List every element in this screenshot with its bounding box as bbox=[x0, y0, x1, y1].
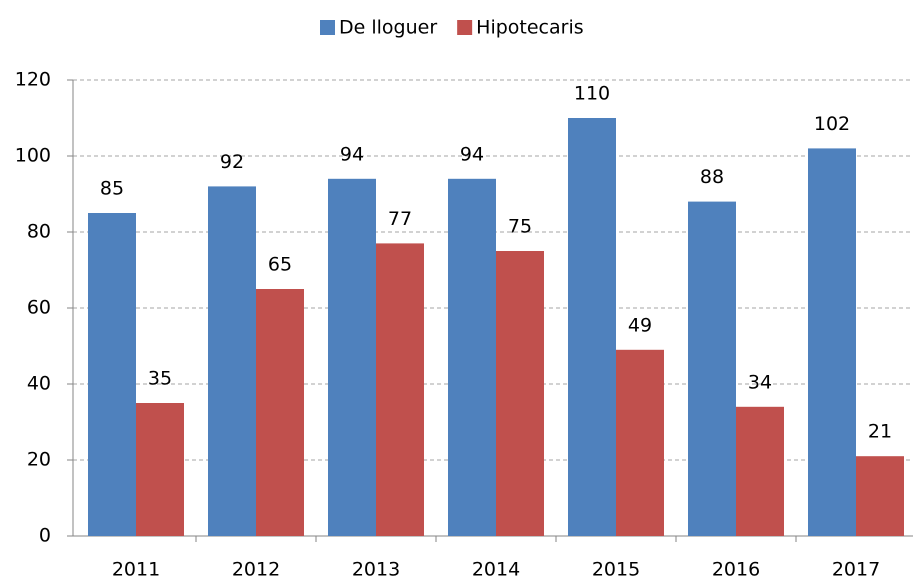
data-label: 102 bbox=[814, 113, 850, 135]
bar bbox=[568, 118, 616, 536]
data-label: 49 bbox=[628, 314, 652, 336]
data-label: 94 bbox=[340, 143, 364, 165]
bar bbox=[328, 178, 376, 537]
y-tick-label: 20 bbox=[27, 449, 51, 471]
x-tick-label: 2016 bbox=[712, 559, 760, 581]
legend-label: De lloguer bbox=[339, 17, 437, 39]
y-tick-label: 100 bbox=[15, 145, 51, 167]
y-tick-label: 80 bbox=[27, 221, 51, 243]
legend-label: Hipotecaris bbox=[476, 17, 583, 39]
bar bbox=[136, 403, 184, 536]
y-tick-label: 120 bbox=[15, 69, 51, 91]
data-label: 35 bbox=[148, 368, 172, 390]
x-tick-label: 2012 bbox=[232, 559, 280, 581]
data-label: 75 bbox=[508, 216, 532, 238]
bar bbox=[376, 243, 424, 536]
y-tick-label: 60 bbox=[27, 297, 51, 319]
bar bbox=[496, 251, 544, 536]
bar bbox=[208, 186, 256, 536]
bar bbox=[856, 456, 904, 536]
x-tick-label: 2011 bbox=[112, 559, 160, 581]
bar bbox=[256, 289, 304, 536]
x-tick-label: 2013 bbox=[352, 559, 400, 581]
bar bbox=[736, 406, 784, 536]
data-label: 34 bbox=[748, 371, 772, 393]
data-label: 65 bbox=[268, 254, 292, 276]
legend-swatch bbox=[320, 20, 335, 35]
bar bbox=[688, 201, 736, 536]
data-label: 110 bbox=[574, 83, 610, 105]
bar bbox=[616, 349, 664, 536]
data-label: 94 bbox=[460, 143, 484, 165]
x-tick-label: 2015 bbox=[592, 559, 640, 581]
bar bbox=[88, 213, 136, 536]
bar bbox=[808, 148, 856, 536]
data-label: 77 bbox=[388, 208, 412, 230]
x-tick-label: 2014 bbox=[472, 559, 520, 581]
data-label: 21 bbox=[868, 421, 892, 443]
legend-swatch bbox=[457, 20, 473, 35]
data-label: 88 bbox=[700, 166, 724, 188]
bar bbox=[448, 178, 496, 537]
y-tick-label: 40 bbox=[27, 373, 51, 395]
data-label: 85 bbox=[100, 178, 124, 200]
data-label: 92 bbox=[220, 151, 244, 173]
y-tick-label: 0 bbox=[39, 525, 51, 547]
x-tick-label: 2017 bbox=[832, 559, 880, 581]
